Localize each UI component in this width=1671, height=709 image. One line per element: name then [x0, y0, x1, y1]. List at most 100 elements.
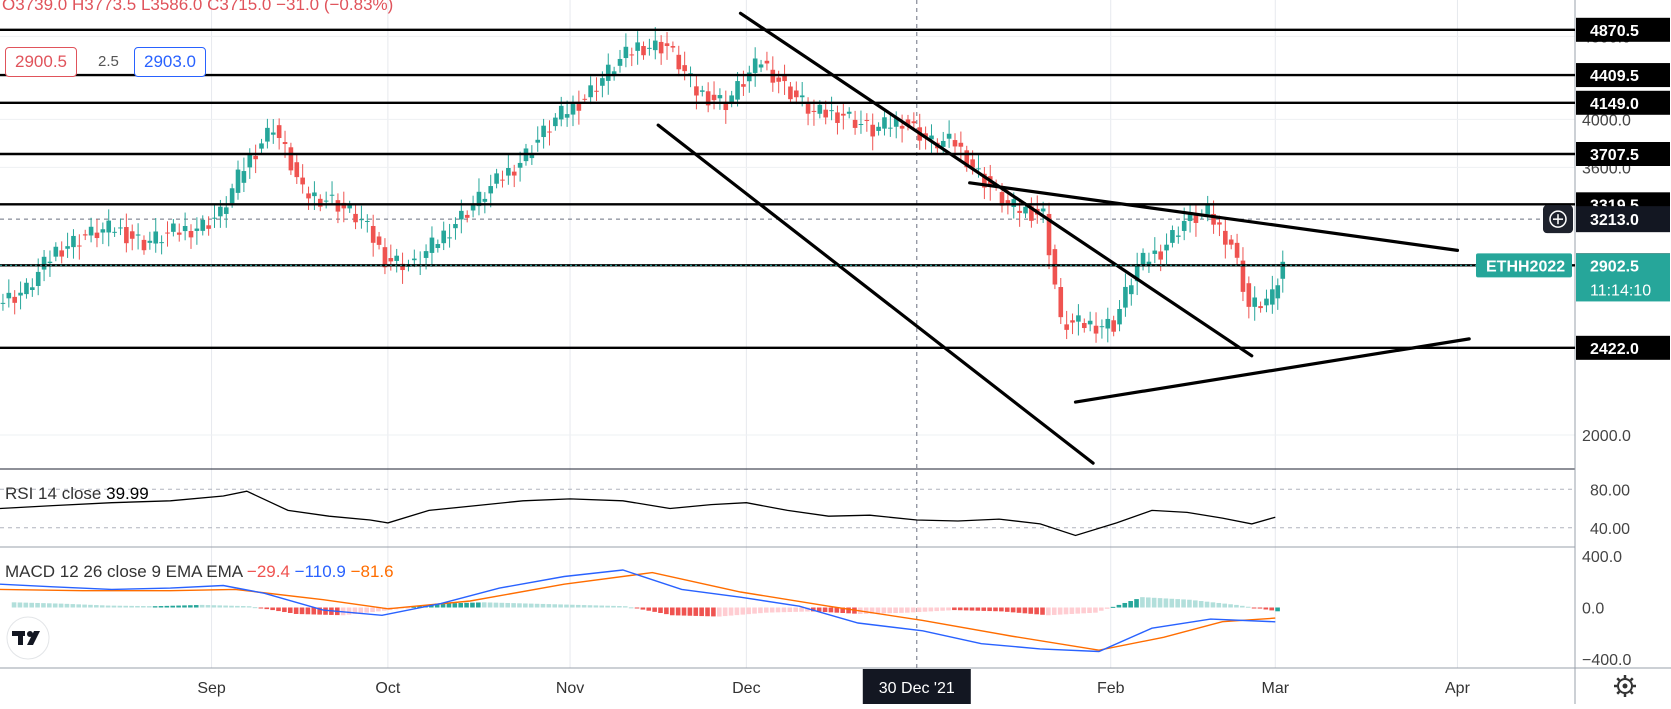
candle-up	[241, 171, 247, 183]
candle-up	[223, 207, 229, 214]
logo-mark	[18, 631, 23, 645]
candle-up	[153, 231, 159, 244]
macd-line	[0, 569, 1276, 653]
macd-histogram-bar	[17, 602, 23, 608]
candle-up	[752, 58, 758, 73]
macd-histogram-bar	[893, 607, 898, 613]
candle-up	[394, 255, 399, 261]
candle-down	[1211, 213, 1216, 225]
candle-down	[165, 232, 170, 234]
macd-histogram-bar	[1169, 598, 1175, 608]
macd-histogram-bar	[993, 607, 998, 612]
macd-histogram-bar	[728, 607, 734, 616]
bid-price-box[interactable]: 2900.5	[5, 47, 77, 77]
candle-down	[464, 214, 470, 218]
macd-histogram-bar	[152, 606, 158, 608]
trendline[interactable]	[968, 181, 1460, 252]
tradingview-logo[interactable]	[6, 616, 50, 660]
candle-up	[699, 90, 705, 92]
candle-up	[453, 224, 458, 229]
candle-up	[65, 246, 70, 249]
macd-histogram-bar	[628, 607, 634, 609]
trendline[interactable]	[1073, 337, 1471, 404]
macd-histogram-bar	[916, 607, 922, 613]
macd-histogram-bar	[182, 605, 187, 608]
candle-up	[159, 242, 164, 244]
macd-histogram-bar	[170, 605, 176, 608]
candle-up	[893, 118, 899, 127]
candle-down	[1017, 210, 1022, 213]
time-tick-label: Dec	[732, 680, 760, 697]
macd-histogram-bar	[1104, 607, 1110, 609]
macd-histogram-bar	[264, 607, 270, 610]
plus-circle-icon[interactable]	[1549, 210, 1567, 228]
macd-histogram-bar	[605, 605, 610, 608]
macd-histogram-bar	[1069, 607, 1075, 614]
macd-histogram-bar	[1016, 607, 1022, 613]
macd-histogram-bar	[658, 607, 663, 613]
candle-up	[329, 194, 335, 196]
trendline[interactable]	[738, 11, 1254, 358]
candle-up	[1264, 298, 1269, 306]
trendline[interactable]	[656, 123, 1095, 465]
candle-down	[705, 91, 711, 106]
candle-down	[1240, 260, 1246, 292]
candle-up	[1170, 230, 1175, 243]
gear-icon-tooth	[1629, 690, 1634, 695]
macd-histogram-bar	[499, 602, 505, 608]
candle-up	[929, 135, 934, 140]
candle-up	[635, 42, 640, 51]
crosshair-date-box	[862, 669, 971, 704]
macd-histogram-bar	[775, 607, 781, 613]
level-label-box	[1576, 63, 1670, 88]
macd-histogram-bar	[740, 607, 746, 615]
macd-histogram-bar	[734, 607, 740, 616]
candle-down	[388, 258, 394, 262]
macd-histogram-bar	[822, 607, 828, 613]
candle-up	[171, 223, 176, 232]
macd-histogram-bar	[1204, 601, 1210, 608]
candle-up	[605, 64, 611, 81]
candle-down	[952, 140, 958, 147]
macd-tick-label: 400.0	[1582, 549, 1622, 566]
macd-histogram-bar	[669, 607, 675, 616]
candle-up	[30, 287, 35, 290]
candle-up	[1105, 318, 1111, 329]
level-label-box	[1576, 90, 1670, 115]
macd-histogram-bar	[581, 605, 587, 608]
candle-up	[976, 168, 981, 170]
candle-down	[1223, 230, 1228, 245]
candle-down	[1258, 306, 1263, 309]
candle-down	[335, 200, 341, 212]
candle-down	[664, 43, 670, 47]
macd-histogram-bar	[23, 602, 29, 608]
candle-down	[958, 142, 964, 147]
macd-histogram-bar	[1028, 607, 1034, 614]
macd-histogram-bar	[1257, 607, 1263, 609]
macd-histogram-bar	[1040, 607, 1045, 615]
macd-histogram-bar	[476, 602, 481, 608]
macd-histogram-bar	[863, 607, 869, 614]
candle-up	[1164, 244, 1169, 251]
macd-histogram-bar	[981, 607, 987, 611]
macd-histogram-bar	[52, 603, 58, 608]
candle-up	[652, 40, 658, 51]
macd-histogram-bar	[758, 607, 763, 614]
macd-histogram-bar	[840, 607, 845, 613]
time-tick-label: Nov	[556, 680, 584, 697]
candle-up	[829, 110, 834, 112]
macd-histogram-bar	[99, 605, 105, 608]
macd-histogram-bar	[217, 605, 223, 608]
ask-price-box[interactable]: 2903.0	[134, 47, 206, 77]
candle-up	[135, 234, 141, 236]
candle-up	[270, 132, 276, 135]
macd-histogram-bar	[252, 607, 258, 609]
macd-histogram-bar	[158, 606, 164, 608]
candle-up	[1187, 212, 1193, 222]
macd-histogram-bar	[887, 607, 893, 614]
gear-icon-ring	[1617, 678, 1633, 694]
logo-mark	[27, 631, 40, 645]
gear-icon[interactable]	[1614, 675, 1636, 697]
